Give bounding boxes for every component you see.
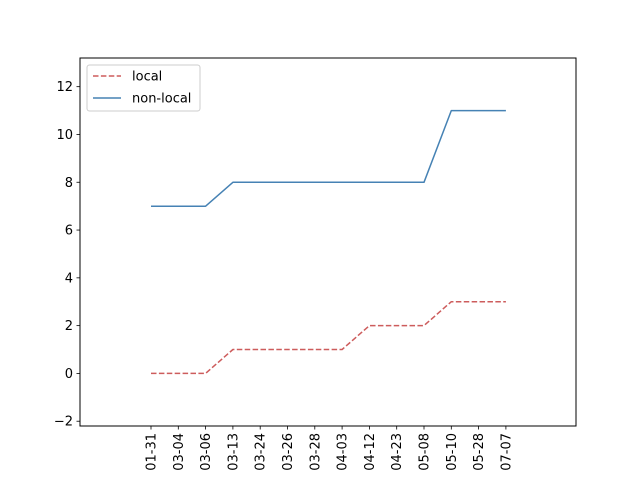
x-tick-label: 03-26 xyxy=(281,433,296,471)
series-line-local xyxy=(151,300,506,375)
series-layer xyxy=(151,109,506,375)
series-line-non-local xyxy=(151,109,506,207)
legend-label: non-local xyxy=(132,92,191,107)
x-tick-label: 07-07 xyxy=(499,433,514,471)
x-tick-label: 03-28 xyxy=(308,433,323,471)
y-tick-label: −2 xyxy=(54,415,73,430)
x-tick-label: 03-04 xyxy=(172,433,187,471)
x-axis: 01-31 03-04 03-06 03-13 03-24 03-26 03-28 04-03… xyxy=(145,426,514,471)
x-tick-label: 01-31 xyxy=(145,433,160,471)
x-tick-label: 03-06 xyxy=(199,433,214,471)
plot-area xyxy=(79,57,577,427)
legend: local non-local xyxy=(86,64,201,112)
x-tick-label: 04-23 xyxy=(390,433,405,471)
x-tick-label: 03-24 xyxy=(254,433,269,471)
x-tick-label: 05-10 xyxy=(445,433,460,471)
y-tick-label: 10 xyxy=(56,128,73,143)
x-tick-label: 04-12 xyxy=(363,433,378,471)
y-tick-label: 8 xyxy=(65,176,73,191)
x-tick-label: 05-08 xyxy=(418,433,433,471)
plot-frame xyxy=(79,57,577,427)
y-tick-label: 6 xyxy=(65,224,73,239)
x-tick-label: 03-13 xyxy=(226,433,241,471)
y-tick-label: 0 xyxy=(65,367,73,382)
x-tick-label: 04-03 xyxy=(336,433,351,471)
x-tick-label: 05-28 xyxy=(472,433,487,471)
legend-box xyxy=(86,64,201,112)
y-tick-label: 4 xyxy=(65,271,73,286)
y-axis: −2 0 2 4 6 8 10 12 xyxy=(54,80,80,430)
y-tick-label: 2 xyxy=(65,319,73,334)
y-tick-label: 12 xyxy=(56,80,73,95)
legend-label: local xyxy=(132,70,162,85)
